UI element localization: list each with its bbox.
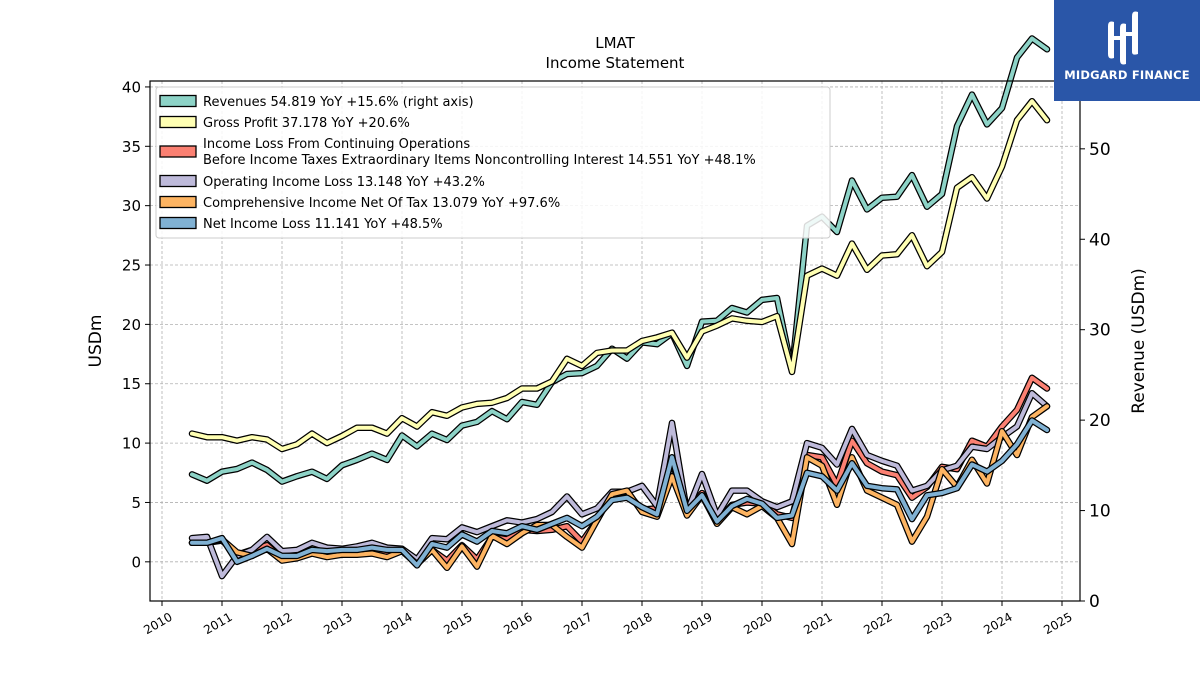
y-tick-label-right: 40 (1089, 230, 1111, 250)
x-tick-label: 2024 (981, 610, 1014, 637)
series-line (190, 418, 1049, 568)
y-tick-label-left: 25 (122, 257, 141, 275)
series-4 (188, 403, 1051, 572)
x-tick-label: 2015 (441, 610, 474, 637)
legend-label: Gross Profit 37.178 YoY +20.6% (203, 116, 410, 131)
legend-label-line: Comprehensive Income Net Of Tax 13.079 Y… (203, 196, 560, 211)
legend-label: Income Loss From Continuing Operations Be… (203, 137, 756, 168)
x-tick-label: 2023 (921, 610, 954, 637)
legend-entry: Net Income Loss 11.141 YoY +48.5% (159, 216, 443, 232)
legend-label-line: Before Income Taxes Extraordinary Items … (203, 153, 756, 168)
x-tick-label: 2018 (621, 610, 654, 637)
y-tick-label-left: 15 (122, 375, 141, 393)
y-tick-label-right: 50 (1089, 140, 1111, 160)
legend-swatch (159, 145, 197, 158)
x-tick-label: 2025 (1041, 610, 1074, 637)
legend-label: Net Income Loss 11.141 YoY +48.5% (203, 217, 443, 232)
x-tick-label: 2011 (201, 610, 234, 637)
series-lines (188, 35, 1051, 580)
x-tick-label: 2010 (141, 610, 174, 637)
y-tick-label-left: 35 (122, 138, 141, 156)
legend-entry: Operating Income Loss 13.148 YoY +43.2% (159, 174, 485, 190)
legend-label: Operating Income Loss 13.148 YoY +43.2% (203, 175, 485, 190)
x-tick-label: 2019 (681, 610, 714, 637)
y-tick-label-left: 5 (131, 494, 141, 512)
y-tick-label-left: 40 (122, 78, 141, 96)
chart-subtitle: Income Statement (546, 54, 685, 72)
legend-swatch (159, 195, 197, 209)
y-tick-label-right: 0 (1089, 592, 1100, 612)
legend-label-line: Gross Profit 37.178 YoY +20.6% (203, 116, 410, 131)
legend-swatch (159, 115, 197, 129)
plot-frame (149, 80, 1081, 602)
legend-label-line: Net Income Loss 11.141 YoY +48.5% (203, 217, 443, 232)
legend-label-line: Income Loss From Continuing Operations (203, 137, 470, 152)
legend-label-line: Revenues 54.819 YoY +15.6% (right axis) (203, 95, 474, 110)
legend: Revenues 54.819 YoY +15.6% (right axis) G… (155, 86, 831, 239)
y-axis-label-left: USDm (86, 315, 106, 368)
series-line (190, 99, 1049, 451)
legend-swatch (159, 174, 197, 188)
chart-title: LMAT (595, 34, 635, 52)
series-line (190, 404, 1049, 570)
y-tick-label-left: 0 (131, 553, 141, 571)
x-tick-label: 2020 (741, 610, 774, 637)
x-tick-label: 2022 (861, 610, 894, 637)
legend-swatch (159, 94, 197, 108)
axes: 2010 2011 2012 2013 2014 2015 2016 2017 2018 2019… (122, 78, 1111, 637)
x-tick-label: 2021 (801, 610, 834, 637)
y-tick-label-left: 20 (122, 316, 141, 334)
legend-label-line: Operating Income Loss 13.148 YoY +43.2% (203, 175, 485, 190)
legend-label: Comprehensive Income Net Of Tax 13.079 Y… (203, 196, 560, 211)
legend-swatch (159, 216, 197, 230)
legend-box (155, 86, 831, 239)
logo-text: MIDGARD FINANCE (1064, 68, 1190, 82)
x-tick-label: 2014 (381, 610, 414, 637)
y-tick-label-right: 30 (1089, 321, 1111, 341)
legend-entry: Income Loss From Continuing Operations Be… (159, 137, 756, 168)
y-axis-label-right: Revenue (USDm) (1129, 268, 1149, 414)
legend-label: Revenues 54.819 YoY +15.6% (right axis) (203, 95, 474, 110)
legend-entry: Gross Profit 37.178 YoY +20.6% (159, 115, 410, 131)
x-tick-label: 2012 (261, 610, 294, 637)
legend-entry: Comprehensive Income Net Of Tax 13.079 Y… (159, 195, 560, 211)
y-tick-label-right: 10 (1089, 502, 1111, 522)
y-tick-label-left: 30 (122, 197, 141, 215)
y-tick-label-right: 20 (1089, 411, 1111, 431)
x-tick-label: 2017 (561, 610, 594, 637)
brand-logo: MIDGARD FINANCE (1054, 0, 1200, 101)
x-tick-label: 2013 (321, 610, 354, 637)
series-1 (188, 97, 1051, 453)
series-5 (188, 417, 1051, 569)
logo-mark-icon (1108, 11, 1138, 65)
y-tick-label-left: 10 (122, 435, 141, 453)
x-tick-label: 2016 (501, 610, 534, 637)
legend-entry: Revenues 54.819 YoY +15.6% (right axis) (159, 94, 474, 110)
